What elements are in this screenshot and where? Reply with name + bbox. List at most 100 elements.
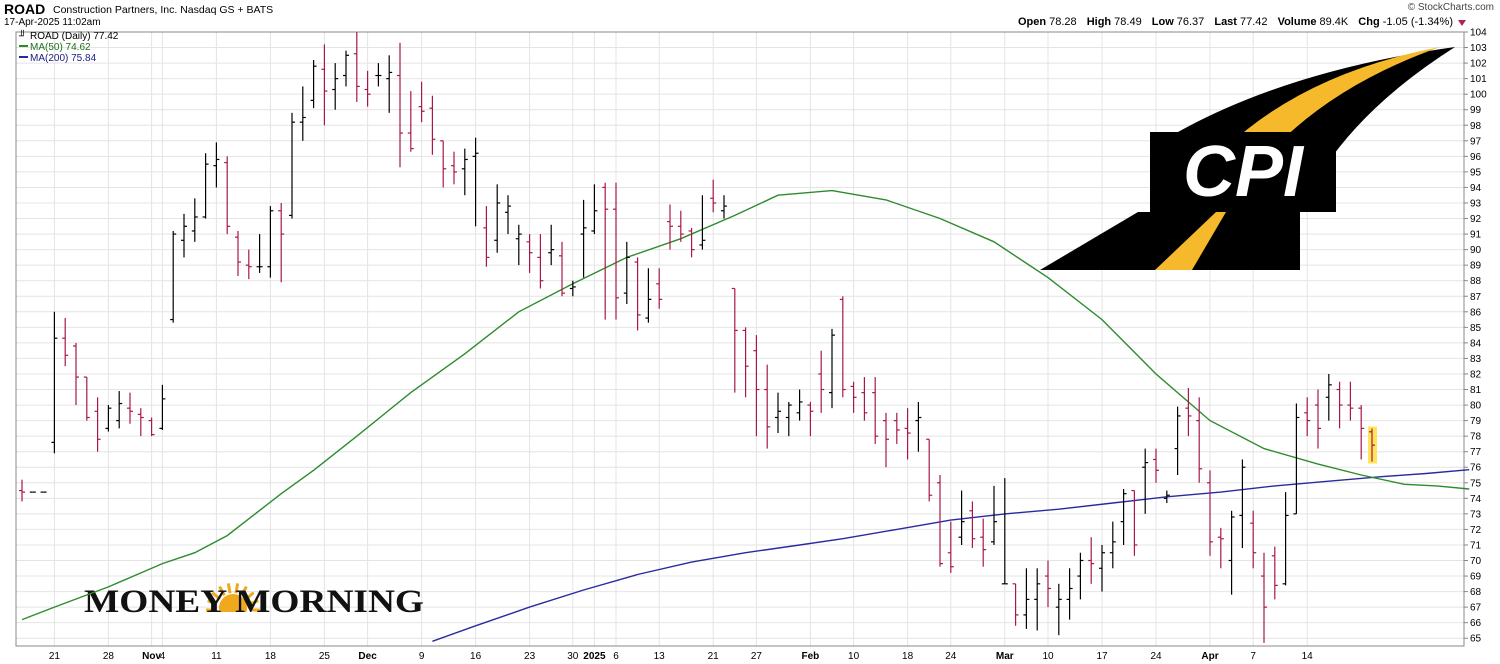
legend-ma50: MA(50) 74.62: [30, 42, 91, 53]
ohlc-bar: [980, 518, 987, 567]
y-tick-label: 90: [1470, 245, 1482, 256]
ohlc-bar: [494, 184, 501, 253]
ohlc-bar: [623, 241, 630, 305]
ohlc-bar: [818, 350, 825, 413]
high-value: 78.49: [1114, 16, 1142, 28]
ohlc-bar: [407, 91, 414, 152]
y-tick-label: 92: [1470, 214, 1482, 225]
ohlc-bar: [505, 195, 511, 235]
ohlc-bar: [397, 42, 403, 168]
ohlc-bar: [915, 401, 922, 452]
chart-grid: [16, 31, 1464, 646]
cpi-logo-text: CPI: [1183, 132, 1305, 212]
x-tick-label: 4: [160, 651, 166, 662]
ohlc-bar: [321, 44, 328, 126]
ohlc-bar: [375, 63, 382, 87]
x-tick-label: 2025: [583, 651, 606, 662]
ohlc-bar: [235, 230, 241, 277]
x-tick-label: 17: [1096, 651, 1108, 662]
ohlc-bar: [829, 328, 835, 409]
money-morning-logo: MONEY MORNING: [84, 583, 424, 622]
y-tick-label: 95: [1470, 167, 1482, 178]
ticker-symbol: ROAD: [4, 1, 46, 17]
ohlc-bar: [1304, 397, 1311, 437]
company-name: Construction Partners, Inc. Nasdaq GS + …: [53, 4, 274, 16]
sun-ray: [211, 591, 221, 601]
x-tick-label: 21: [49, 651, 61, 662]
ohlc-bar: [602, 182, 609, 320]
legend-main: ROAD (Daily) 77.42: [30, 31, 119, 42]
x-tick-label: 28: [103, 651, 115, 662]
chart-header: ROAD Construction Partners, Inc. Nasdaq …: [0, 0, 1500, 32]
sun-ray: [218, 585, 226, 597]
ohlc-bar: [1153, 448, 1159, 483]
ohlc-bar: [580, 199, 587, 278]
ohlc-bar: [451, 151, 457, 185]
ohlc-bar: [688, 227, 695, 258]
ohlc-bar: [1163, 490, 1170, 503]
ohlc-bar: [1250, 510, 1257, 569]
ohlc-bar: [429, 95, 436, 155]
ohlc-bar: [677, 210, 684, 242]
ohlc-bar: [775, 392, 781, 434]
ohlc-bar: [224, 156, 231, 235]
ohlc-summary: Open 78.28 High 78.49 Low 76.37 Last 77.42 V…: [1018, 16, 1460, 28]
ohlc-bar: [1142, 448, 1149, 514]
volume-label: Volume: [1277, 16, 1317, 28]
y-tick-label: 79: [1470, 416, 1482, 427]
x-tick-label: 21: [708, 651, 720, 662]
ohlc-bar: [656, 268, 663, 309]
y-tick-label: 69: [1470, 572, 1482, 583]
y-tick-label: 102: [1470, 59, 1487, 70]
x-tick-label: 18: [902, 651, 914, 662]
ohlc-bar: [1369, 428, 1375, 462]
ohlc-bar: [83, 376, 90, 421]
ohlc-bar: [591, 184, 598, 235]
ohlc-bar: [289, 112, 295, 219]
x-tick-label: 23: [524, 651, 536, 662]
ohlc-bar: [1023, 568, 1030, 629]
x-tick-label: Feb: [802, 651, 820, 662]
ohlc-bar: [1055, 583, 1062, 636]
ohlc-bar: [559, 241, 565, 297]
ohlc-bar: [1174, 406, 1181, 476]
ohlc-bar: [310, 59, 317, 109]
y-tick-label: 83: [1470, 354, 1482, 365]
ohlc-bars: [19, 32, 1377, 643]
x-tick-label: 25: [319, 651, 331, 662]
ohlc-bar: [1282, 492, 1289, 586]
ohlc-bar: [181, 213, 187, 258]
ohlc-bar: [1088, 537, 1095, 584]
y-tick-label: 65: [1470, 634, 1482, 645]
y-tick-label: 91: [1470, 230, 1482, 241]
money-morning-text: MONEY MORNING: [84, 584, 424, 620]
cpi-logo: CPI: [1040, 47, 1455, 270]
y-tick-label: 66: [1470, 618, 1482, 629]
y-tick-label: 93: [1470, 198, 1482, 209]
x-tick-label: 10: [1042, 651, 1054, 662]
ohlc-bar: [440, 140, 447, 188]
y-tick-label: 89: [1470, 261, 1482, 272]
low-label: Low: [1151, 16, 1174, 28]
ohlc-bar: [159, 384, 166, 430]
ohlc-bar: [62, 318, 69, 367]
copyright-text[interactable]: © StockCharts.com: [1407, 2, 1494, 13]
ohlc-bar: [94, 397, 101, 452]
ma50-line: [21, 189, 1470, 621]
ohlc-bar: [634, 257, 641, 331]
y-tick-label: 74: [1470, 494, 1482, 505]
ohlc-bar: [839, 296, 846, 398]
ohlc-bar: [1196, 397, 1203, 483]
sun-ray: [240, 585, 248, 597]
ohlc-bar: [526, 234, 533, 273]
x-tick-label: 6: [613, 651, 619, 662]
x-tick-label: 10: [848, 651, 860, 662]
ohlc-bar: [1217, 527, 1224, 569]
ohlc-bar: [1261, 552, 1267, 643]
x-tick-label: 9: [419, 651, 425, 662]
volume-value: 89.4K: [1319, 16, 1349, 28]
ohlc-bar: [645, 268, 652, 323]
ohlc-bar: [386, 55, 393, 113]
